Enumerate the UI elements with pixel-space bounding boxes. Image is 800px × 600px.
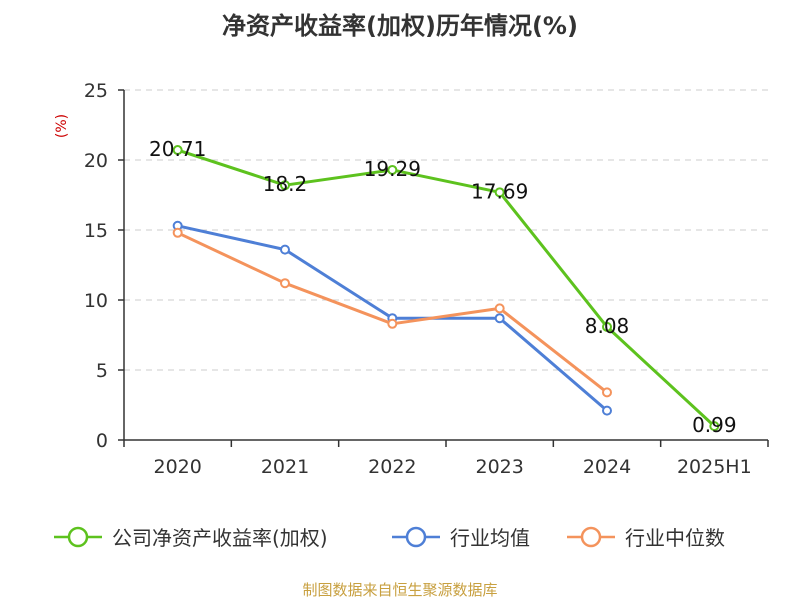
legend-marker — [67, 526, 89, 548]
y-tick-label: 15 — [84, 220, 108, 242]
data-label: 18.2 — [263, 172, 308, 196]
data-labels: 20.71 18.2 19.29 17.69 8.08 0.99 — [149, 137, 737, 437]
x-tick-label: 2021 — [261, 456, 309, 478]
y-tick-label: 20 — [84, 150, 108, 172]
data-point — [709, 421, 720, 432]
legend-label: 行业中位数 — [625, 526, 725, 550]
data-label: 17.69 — [471, 179, 528, 203]
legend-label: 公司净资产收益率(加权) — [112, 526, 328, 550]
axes: 0 5 10 15 20 25 2020 2021 2022 2023 2024 2025H1 — [84, 80, 769, 478]
y-tick-label: 0 — [96, 430, 108, 452]
y-axis-label: (%) — [54, 114, 70, 138]
data-point — [387, 318, 398, 329]
y-tick-label: 5 — [96, 360, 108, 382]
data-label: 8.08 — [585, 314, 630, 338]
data-point — [494, 187, 505, 198]
data-point — [494, 313, 505, 324]
series-line-2 — [177, 231, 608, 394]
x-tick-label: 2025H1 — [677, 456, 752, 478]
x-tick-label: 2023 — [475, 456, 523, 478]
series-lines — [172, 145, 720, 432]
source-note: 制图数据来自恒生聚源数据库 — [302, 581, 497, 599]
data-point — [494, 303, 505, 314]
data-point — [602, 387, 612, 398]
data-point — [602, 405, 612, 416]
x-tick-label: 2022 — [368, 456, 416, 478]
legend-item-2[interactable]: 行业中位数 — [567, 526, 725, 550]
y-tick-label: 10 — [84, 290, 108, 312]
data-point — [602, 321, 612, 332]
chart-title: 净资产收益率(加权)历年情况(%) — [222, 12, 578, 40]
x-tick-label: 2020 — [153, 456, 201, 478]
data-label: 0.99 — [692, 413, 737, 437]
x-tick-label: 2024 — [583, 456, 631, 478]
grid-lines — [124, 89, 768, 371]
data-point — [387, 164, 398, 175]
data-label: 19.29 — [364, 157, 421, 181]
data-point — [280, 180, 290, 191]
data-label: 20.71 — [149, 137, 206, 161]
series-line-0 — [177, 148, 716, 428]
legend-item-1[interactable]: 行业均值 — [392, 526, 530, 550]
data-point — [280, 278, 290, 289]
legend-marker — [580, 526, 602, 548]
y-tick-label: 25 — [84, 80, 108, 102]
data-point — [172, 145, 183, 156]
legend[interactable]: 公司净资产收益率(加权) 行业均值 行业中位数 — [54, 526, 725, 550]
data-point — [280, 244, 290, 255]
legend-label: 行业均值 — [450, 526, 530, 550]
legend-marker — [405, 526, 427, 548]
legend-item-0[interactable]: 公司净资产收益率(加权) — [54, 526, 328, 550]
data-point — [172, 227, 183, 238]
